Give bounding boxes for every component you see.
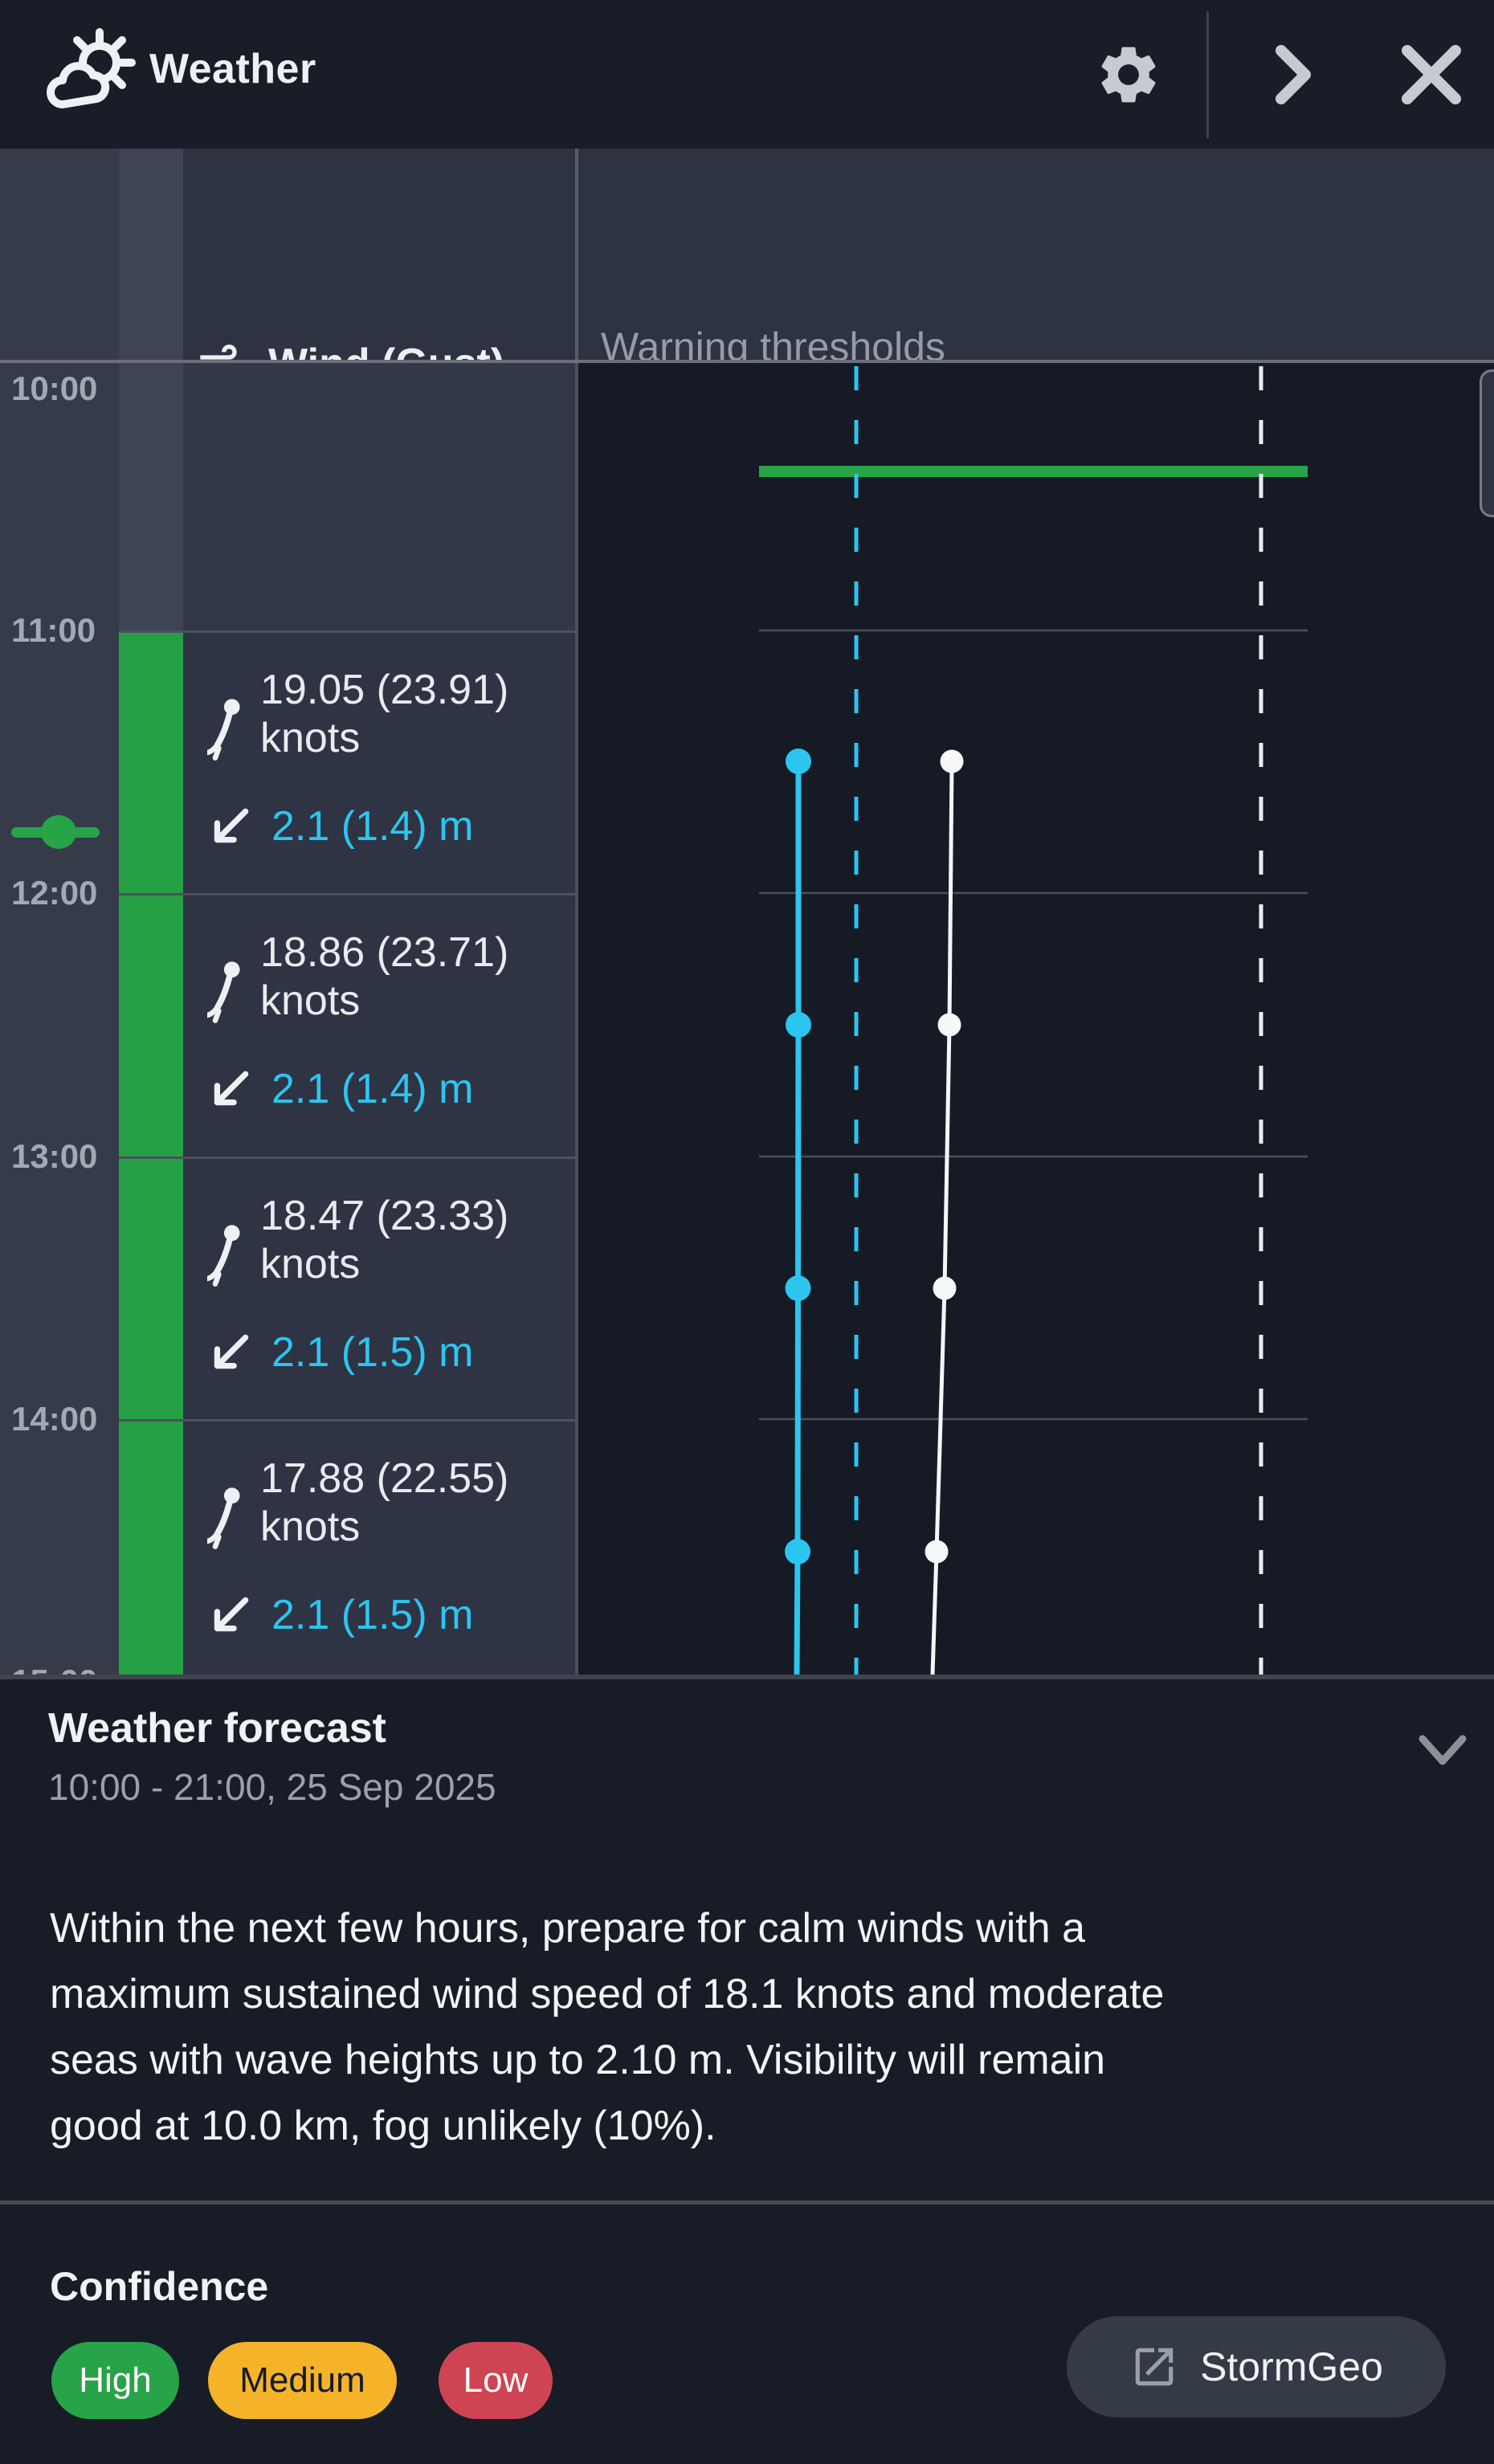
gear-icon[interactable]: [1092, 39, 1165, 111]
wind-value: 18.47 (23.33): [260, 1193, 509, 1239]
topbar-divider: [1206, 11, 1209, 138]
data-rows-background: [183, 630, 575, 1675]
wind-value: 17.88 (22.55): [260, 1455, 509, 1502]
top-bar: Weather: [0, 0, 1494, 149]
chevron-down-icon[interactable]: [1410, 1724, 1475, 1780]
row-separator: [119, 893, 577, 895]
chevron-right-icon[interactable]: [1261, 40, 1325, 109]
hour-label-14: 14:00: [11, 1400, 98, 1438]
legend-and-thresholds-header: [183, 149, 1494, 363]
forecast-table-body: 10:00 11:00 12:00 13:00 14:00 15:00 19.0…: [0, 363, 1494, 1675]
wave-value: 2.1 (1.5) m: [271, 1592, 474, 1638]
body-column-divider: [575, 363, 578, 1675]
chart-bottom-border: [0, 1675, 1494, 1679]
wave-direction-arrow-icon: [207, 803, 254, 850]
table-row: 18.86 (23.71) knots 2.1 (1.4) m: [183, 893, 575, 1156]
wave-direction-arrow-icon: [207, 1329, 254, 1376]
wind-series-line: [930, 761, 954, 1675]
wind-direction-icon: [207, 1455, 243, 1550]
wind-unit: knots: [260, 1503, 361, 1550]
current-time-marker-handle[interactable]: [41, 815, 76, 849]
wind-unit: knots: [260, 977, 361, 1024]
wind-direction-icon: [207, 929, 243, 1024]
header-column-divider: [575, 149, 578, 363]
confidence-badge-low: Low: [439, 2342, 553, 2419]
row-10-empty: [183, 363, 575, 630]
row-separator: [119, 1157, 577, 1159]
stormgeo-label: StormGeo: [1200, 2344, 1383, 2389]
wave-data-points: [785, 749, 811, 1564]
time-gutter: [0, 363, 119, 1675]
forecast-summary: Within the next few hours, prepare for c…: [50, 1905, 1165, 2149]
hour-label-11: 11:00: [11, 611, 96, 649]
confidence-title: Confidence: [50, 2264, 269, 2309]
table-header: Wind (Gust) Wave (Swell) Warning thresho…: [0, 149, 1494, 480]
wave-direction-arrow-icon: [207, 1592, 254, 1638]
page-title: Weather: [149, 46, 316, 92]
hour-label-12: 12:00: [11, 874, 98, 912]
status-strip-neutral: [119, 363, 183, 630]
wind-unit: knots: [260, 715, 361, 761]
confidence-badge-medium: Medium: [208, 2342, 397, 2419]
time-column-header: [0, 149, 119, 430]
wind-value: 18.86 (23.71): [260, 929, 509, 976]
panel-divider: [0, 2201, 1494, 2205]
wind-direction-icon: [207, 667, 243, 761]
hour-label-10: 10:00: [11, 369, 98, 407]
wind-unit: knots: [260, 1241, 361, 1287]
row-separator: [119, 1419, 577, 1422]
status-strip-ok: [119, 630, 183, 1675]
current-time-bar: [759, 466, 1308, 477]
hour-label-13: 13:00: [11, 1137, 98, 1175]
chart-scrollbar-thumb[interactable]: [1480, 369, 1494, 517]
stormgeo-link-button[interactable]: StormGeo: [1067, 2316, 1446, 2417]
wave-direction-arrow-icon: [207, 1066, 254, 1112]
forecast-title: Weather forecast: [48, 1705, 386, 1752]
status-strip-header: [119, 149, 183, 363]
sun-cloud-icon: [47, 21, 140, 122]
wind-value: 19.05 (23.91): [260, 667, 509, 713]
table-row: 18.47 (23.33) knots 2.1 (1.5) m: [183, 1157, 575, 1419]
chart-background: [578, 363, 1494, 1675]
wave-series-line: [794, 761, 802, 1675]
wave-value: 2.1 (1.5) m: [271, 1329, 474, 1376]
table-row: 17.88 (22.55) knots 2.1 (1.5) m: [183, 1419, 575, 1675]
threshold-chart: [759, 366, 1308, 1675]
row-separator: [119, 630, 577, 633]
wind-data-points: [925, 749, 964, 1564]
wave-value: 2.1 (1.4) m: [271, 1066, 474, 1112]
wind-direction-icon: [207, 1193, 243, 1287]
forecast-period: 10:00 - 21:00, 25 Sep 2025: [48, 1766, 496, 1808]
header-bottom-border: [0, 360, 1494, 363]
wave-value: 2.1 (1.4) m: [271, 803, 474, 850]
confidence-badge-high: High: [51, 2342, 179, 2419]
table-row: 19.05 (23.91) knots 2.1 (1.4) m: [183, 630, 575, 893]
external-link-icon: [1129, 2342, 1179, 2392]
hour-label-15: 15:00: [11, 1662, 116, 1675]
close-icon[interactable]: [1394, 39, 1468, 111]
